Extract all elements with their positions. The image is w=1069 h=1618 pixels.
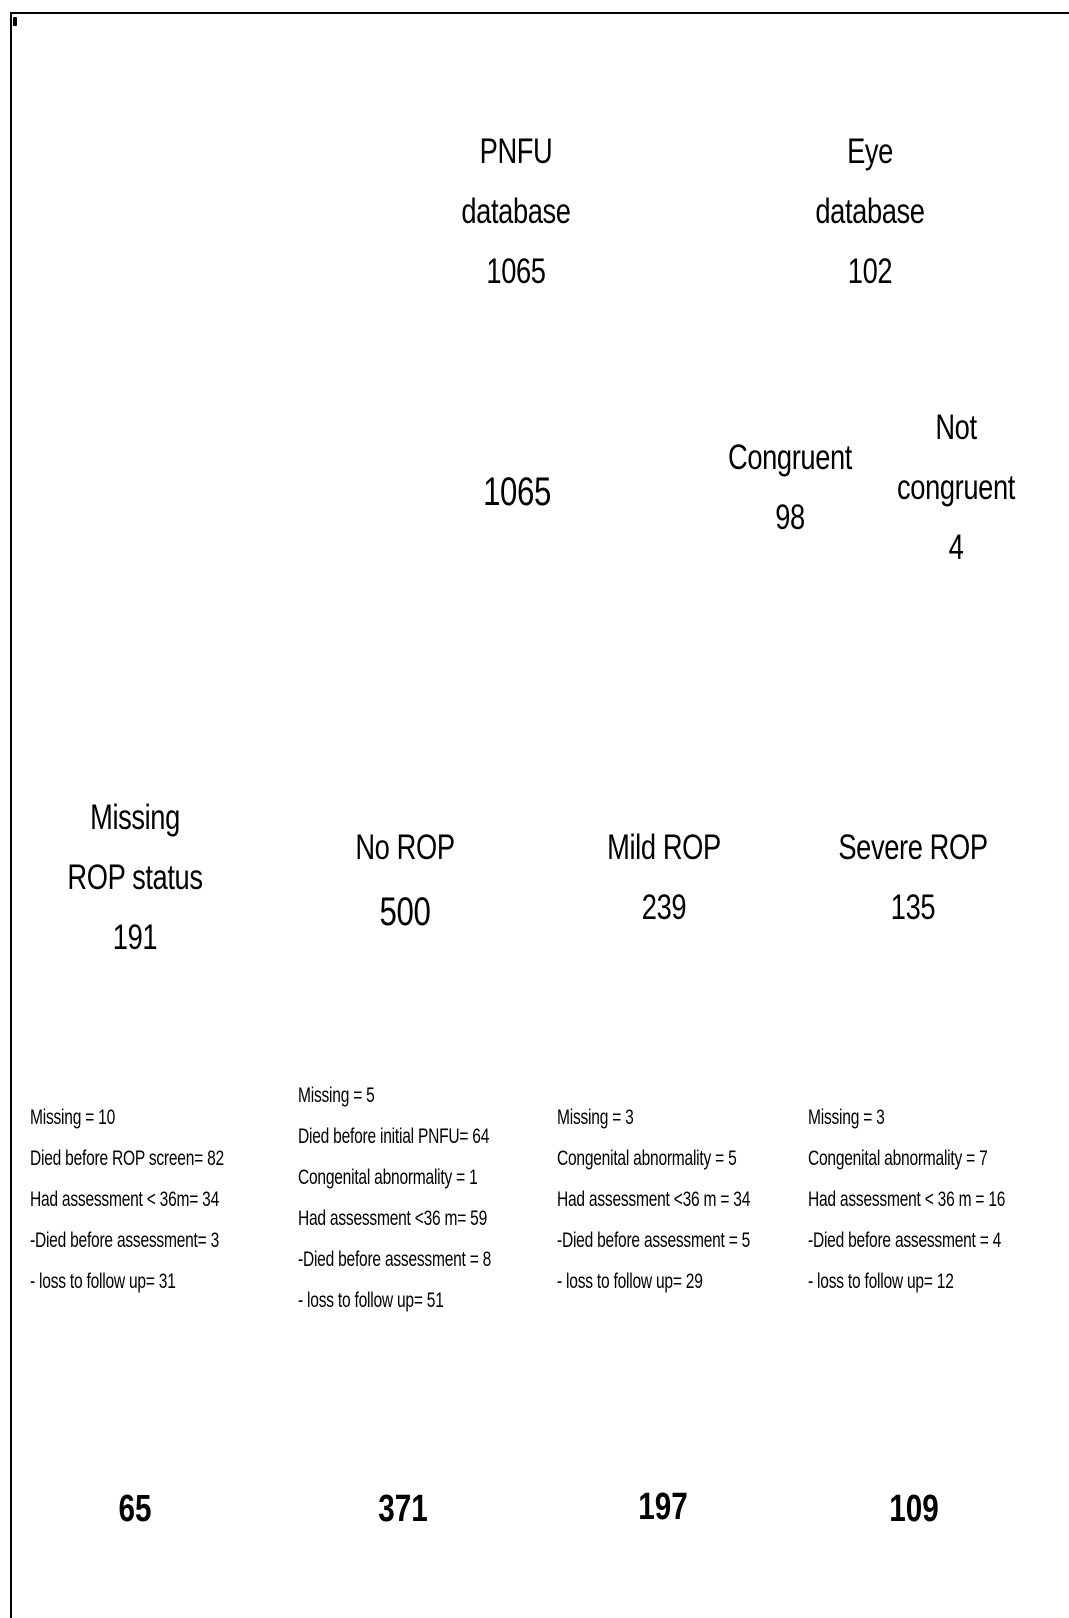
detail-line: Had assessment <36 m= 59	[298, 1206, 488, 1230]
severe-rop-details: Missing = 3 Congenital abnormality = 7 H…	[808, 1098, 1005, 1303]
diagram-frame	[10, 12, 1069, 1618]
pnfu-label-line1: PNFU	[479, 132, 553, 171]
not-congruent-label-line1: Not	[935, 408, 977, 447]
group-label: Missing	[90, 798, 180, 837]
severe-rop-box: Severe ROP 135	[823, 818, 1002, 938]
eye-database-box: Eye database 102	[792, 122, 948, 303]
detail-line: - loss to follow up= 51	[298, 1288, 444, 1312]
detail-line: -Died before assessment = 8	[298, 1247, 492, 1271]
mild-rop-details: Missing = 3 Congenital abnormality = 5 H…	[557, 1098, 750, 1303]
pnfu-matched-box: 1065	[439, 458, 595, 527]
detail-line: Congenital abnormality = 1	[298, 1165, 478, 1189]
mild-rop-box: Mild ROP 239	[586, 818, 742, 938]
group-count: 500	[379, 890, 431, 935]
detail-line: Congenital abnormality = 5	[557, 1146, 737, 1170]
group-label: No ROP	[355, 828, 455, 867]
eye-label-line2: database	[815, 192, 925, 232]
detail-line: -Died before assessment= 3	[30, 1228, 220, 1252]
group-count: 239	[641, 888, 687, 928]
detail-line: Congenital abnormality = 7	[808, 1146, 988, 1170]
corner-mark	[13, 17, 17, 26]
congruent-label: Congruent	[728, 438, 852, 477]
detail-line: Died before initial PNFU= 64	[298, 1124, 490, 1148]
detail-line: Died before ROP screen= 82	[30, 1146, 224, 1170]
no-rop-details: Missing = 5 Died before initial PNFU= 64…	[298, 1076, 491, 1322]
missing-rop-status-final-count: 65	[118, 1488, 152, 1530]
no-rop-final-count: 371	[378, 1488, 428, 1530]
not-congruent-label-line2: congruent	[897, 468, 1015, 508]
detail-line: -Died before assessment = 4	[808, 1228, 1002, 1252]
detail-line: - loss to follow up= 31	[30, 1269, 176, 1293]
pnfu-matched-count: 1065	[483, 470, 551, 514]
not-congruent-count: 4	[948, 528, 964, 568]
group-label: Mild ROP	[607, 828, 721, 867]
pnfu-database-box: PNFU database 1065	[438, 122, 594, 303]
eye-count: 102	[847, 252, 893, 292]
eye-label-line1: Eye	[847, 132, 893, 171]
detail-line: -Died before assessment = 5	[557, 1228, 751, 1252]
detail-line: Missing = 3	[557, 1106, 634, 1129]
detail-line: Missing = 5	[298, 1084, 375, 1107]
group-count: 191	[112, 918, 158, 958]
not-congruent-box: Not congruent 4	[886, 398, 1026, 579]
missing-rop-status-details: Missing = 10 Died before ROP screen= 82 …	[30, 1098, 224, 1303]
detail-line: - loss to follow up= 29	[557, 1269, 703, 1293]
severe-rop-final-count: 109	[889, 1488, 939, 1530]
detail-line: - loss to follow up= 12	[808, 1269, 954, 1293]
detail-line: Had assessment < 36 m = 16	[808, 1187, 1006, 1211]
detail-line: Had assessment < 36m= 34	[30, 1187, 220, 1211]
congruent-box: Congruent 98	[712, 428, 868, 548]
detail-line: Missing = 3	[808, 1106, 885, 1129]
detail-line: Missing = 10	[30, 1106, 116, 1129]
group-count: 135	[890, 888, 936, 928]
group-label: ROP status	[67, 858, 203, 898]
detail-line: Had assessment <36 m = 34	[557, 1187, 751, 1211]
pnfu-count: 1065	[486, 252, 546, 292]
missing-rop-status-box: Missing ROP status 191	[49, 788, 221, 969]
pnfu-label-line2: database	[461, 192, 571, 232]
congruent-count: 98	[775, 498, 805, 538]
no-rop-box: No ROP 500	[327, 818, 483, 947]
group-label: Severe ROP	[838, 828, 988, 867]
mild-rop-final-count: 197	[638, 1486, 688, 1528]
